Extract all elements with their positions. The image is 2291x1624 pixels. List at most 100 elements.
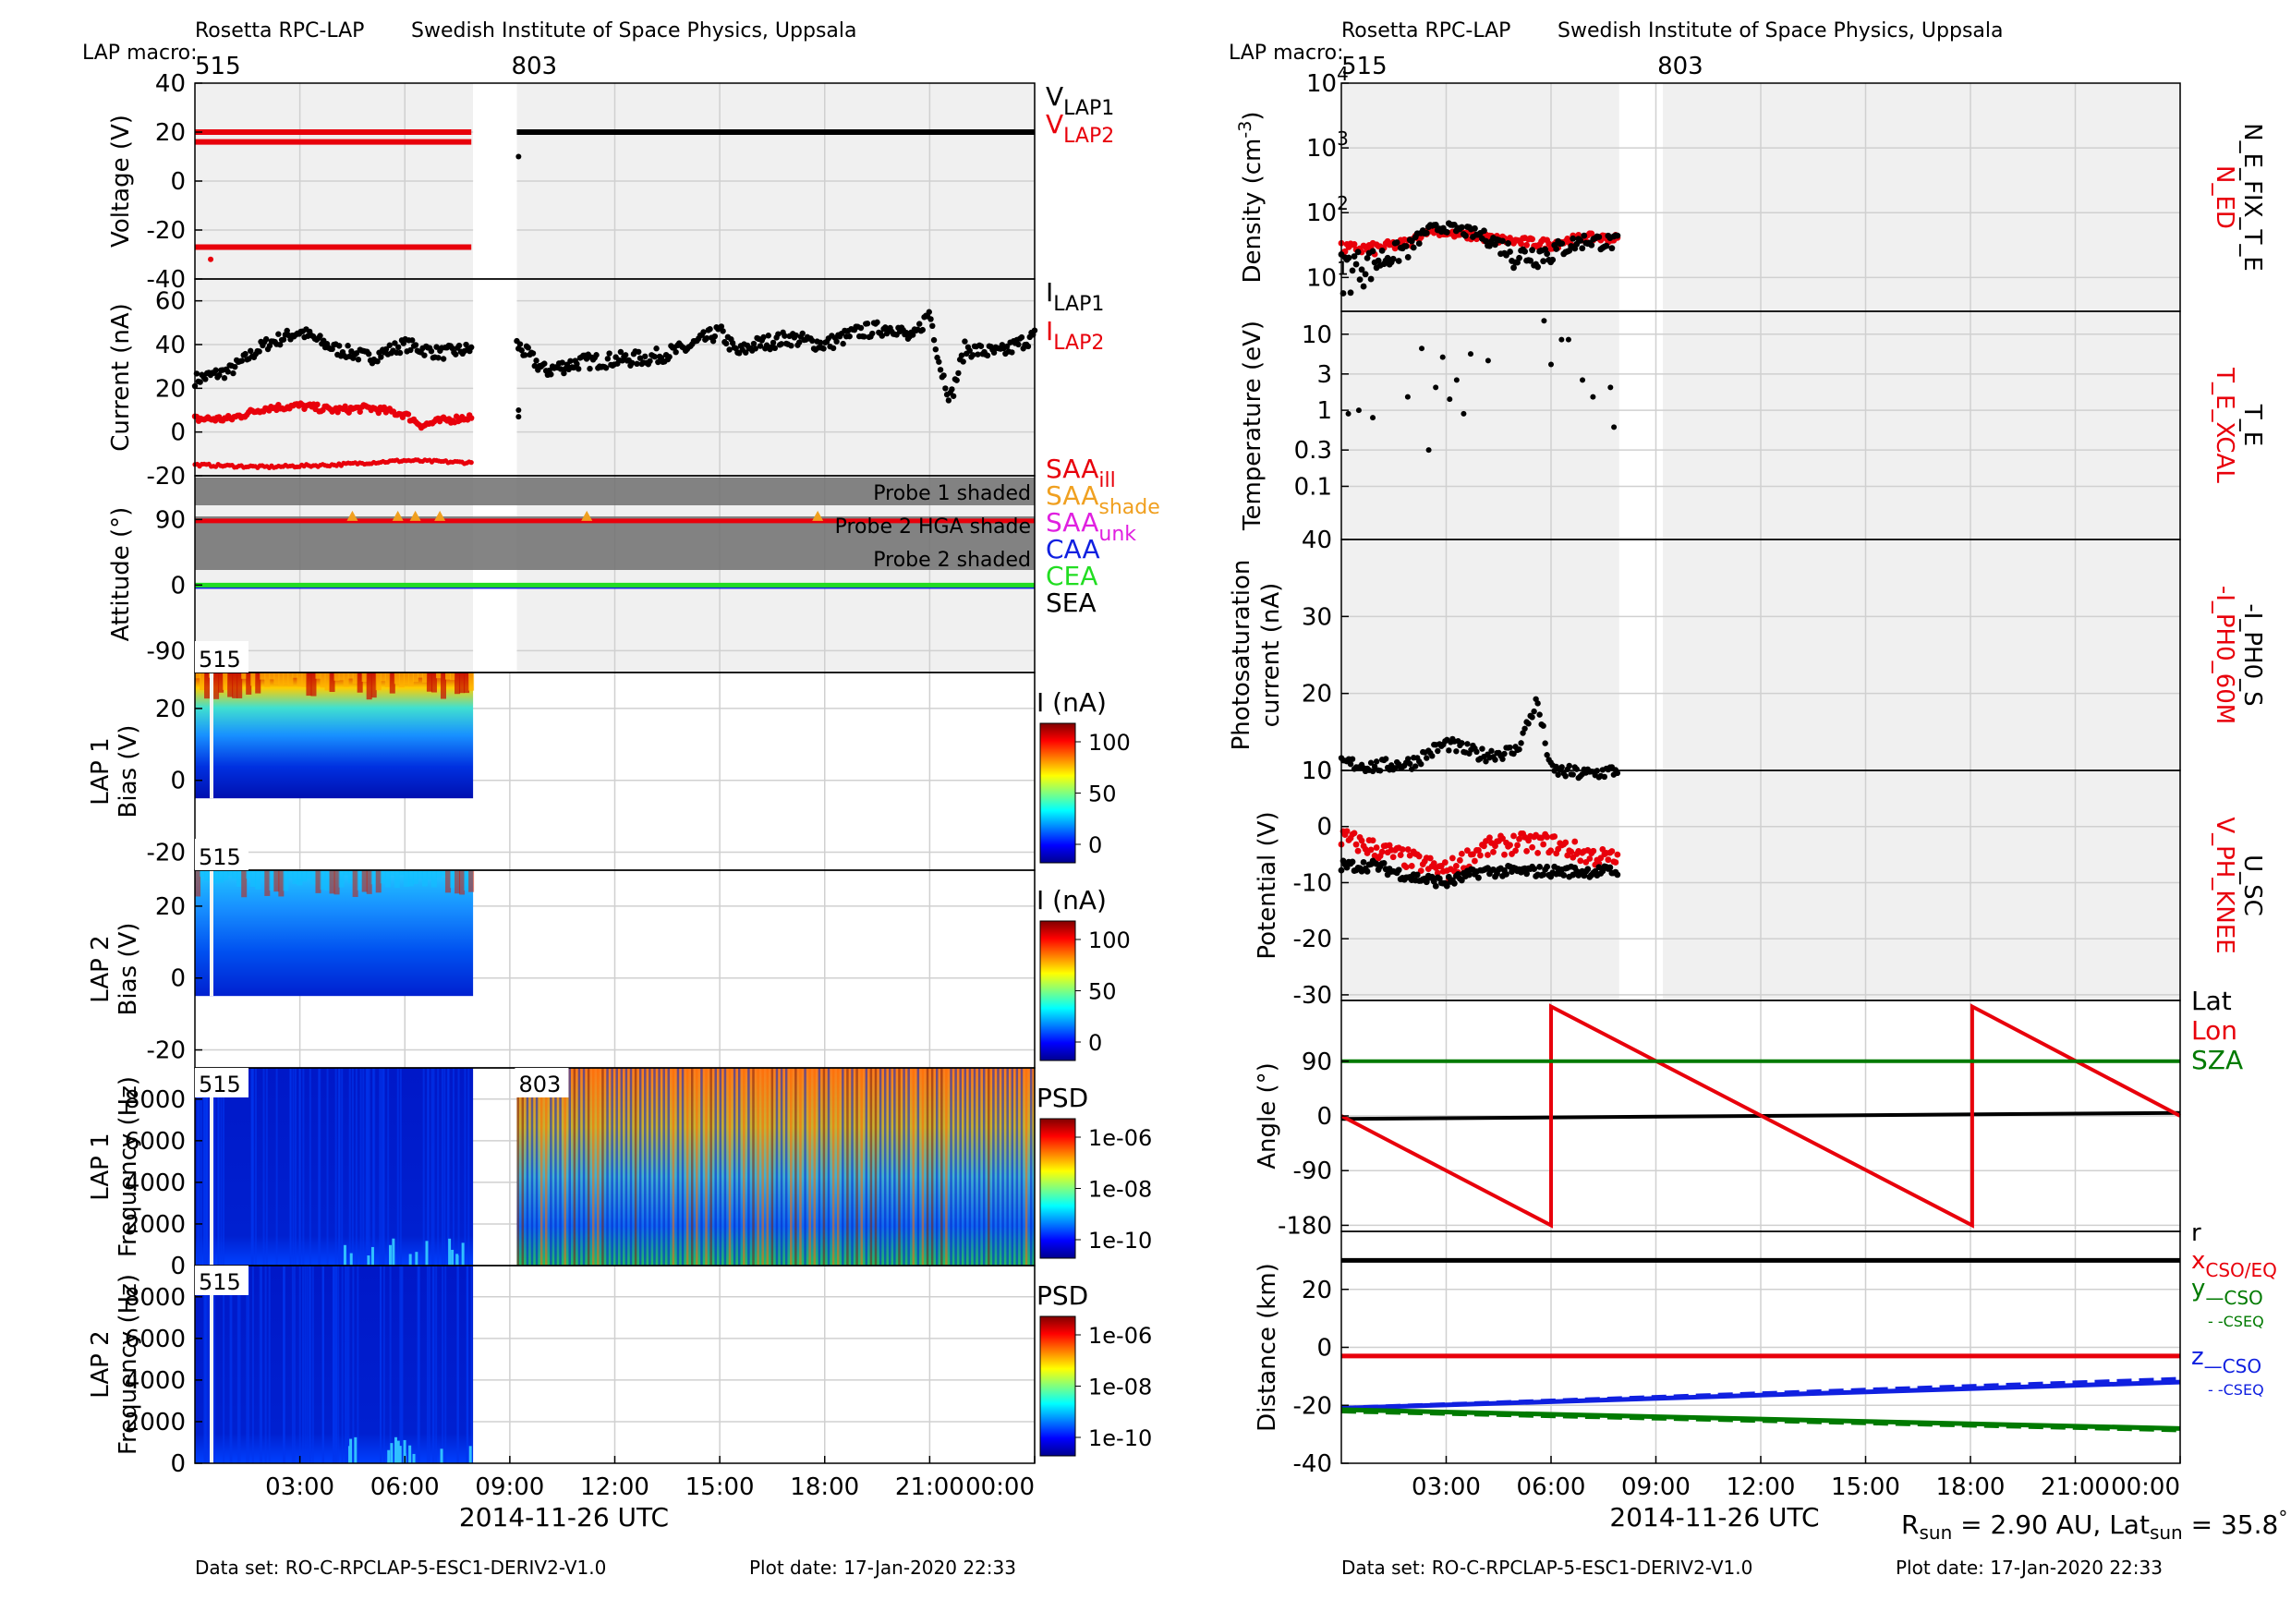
data-point-V_PH_KNEE	[1608, 848, 1616, 854]
spectrogram-streak	[213, 1266, 216, 1463]
colorbar-tick-label: 1e-10	[1088, 1228, 1152, 1254]
data-point-N_E_FIX_T_E	[1553, 246, 1560, 252]
data-point-N_E_FIX_T_E	[1402, 243, 1410, 249]
spectrogram-stripe	[676, 1068, 680, 1266]
spectrogram-streak	[304, 1266, 307, 1463]
y-tick-label: 20	[1302, 681, 1332, 709]
data-point--I_PH0_S	[1558, 764, 1565, 770]
spectrogram-stripe	[784, 1068, 788, 1266]
data-point-ILAP1	[280, 336, 287, 343]
spectrogram-stripe	[752, 1068, 755, 1266]
spectrogram-stripe	[804, 1068, 806, 1266]
spectrogram-streak	[357, 1266, 359, 1463]
y-tick-label: 10	[1302, 757, 1332, 785]
y-tick-label: 0	[170, 1253, 186, 1280]
data-point--I_PH0_S	[1373, 758, 1380, 765]
spectrogram-streak	[442, 1266, 444, 1463]
spectrogram-stripe	[545, 1068, 548, 1266]
spectrogram-stripe	[582, 1068, 586, 1266]
spectrogram-column	[426, 673, 432, 692]
spectrogram-column	[403, 673, 409, 685]
spectrogram-streak	[444, 1266, 447, 1463]
data-point-ILAP1	[606, 350, 612, 357]
spectrogram-streak	[447, 1068, 450, 1266]
spectrogram-streak	[401, 1266, 404, 1463]
y-tick-label: 4000	[125, 1170, 186, 1197]
spectrogram-stripe	[799, 1068, 802, 1266]
spectrogram-stripe	[685, 1068, 689, 1266]
spectrogram-streak	[321, 1266, 324, 1463]
data-point-N_E_FIX_T_E	[1369, 248, 1376, 255]
y-tick-label: 60	[155, 288, 186, 316]
y-tick-label: 0	[170, 1450, 186, 1478]
data-point-ILAP1	[587, 365, 593, 372]
spectrogram-stripe	[997, 1068, 1000, 1266]
data-point-ILAP2	[375, 409, 382, 417]
x-tick-label: 00:00	[2111, 1473, 2180, 1501]
data-point-V_PH_KNEE	[1470, 851, 1476, 858]
legend-item-main: I	[1046, 316, 1053, 346]
data-point-N_ED	[1518, 240, 1524, 248]
data-point-ILAP1	[533, 358, 539, 364]
spectrogram-column	[333, 673, 340, 681]
y-tick-label: 20	[155, 893, 186, 921]
spectrogram-stripe	[822, 1068, 826, 1266]
y-tick-label: 4000	[125, 1367, 186, 1395]
data-point-N_E_FIX_T_E	[1347, 289, 1354, 297]
spectrogram-column	[320, 870, 326, 891]
data-point-ILAP1	[576, 366, 582, 372]
data-point-V_PH_KNEE	[1426, 854, 1434, 862]
data-point-ILAP1	[846, 333, 853, 340]
data-point-U_SC	[1503, 870, 1509, 878]
data-point-N_E_FIX_T_E	[1349, 267, 1356, 274]
spectrogram-column	[421, 870, 428, 887]
spectrogram-stripe	[907, 1068, 910, 1266]
data-point-N_E_FIX_T_E	[1404, 254, 1412, 261]
data-point-N_E_FIX_T_E	[1507, 248, 1513, 255]
colorbar	[1039, 920, 1076, 1061]
data-point-N_E_FIX_T_E	[1581, 232, 1588, 239]
spectrogram-stripe	[889, 1068, 891, 1266]
data-point-U_SC	[1544, 863, 1551, 870]
x-tick-label: 15:00	[685, 1473, 755, 1501]
spectrogram-stripe	[554, 1068, 557, 1266]
data-point-V_PH_KNEE	[1481, 842, 1487, 850]
spectrogram-column	[232, 673, 238, 698]
spectrogram-stripe	[667, 1068, 671, 1266]
data-point-T_E	[1345, 410, 1352, 417]
y-tick-label: 1	[1316, 397, 1332, 425]
data-point-U_SC	[1443, 882, 1450, 890]
data-point-V_PH_KNEE	[1534, 849, 1542, 856]
spectrogram-streak	[262, 1068, 265, 1266]
spectrogram-streak	[200, 1068, 203, 1266]
spectrogram-stripe	[827, 1068, 830, 1266]
spectrogram-streak	[292, 1068, 295, 1266]
legend-item: - -CSEQ	[2208, 1381, 2264, 1399]
data-point-N_E_FIX_T_E	[1432, 222, 1439, 228]
spectrogram-stripe	[709, 1068, 712, 1266]
y-tick-label: 20	[155, 119, 186, 147]
spectrogram-low-freq	[367, 1255, 370, 1266]
data-point-ILAP1	[760, 333, 767, 341]
data-point-ILAP1	[574, 360, 580, 368]
spectrogram-stripe	[587, 1068, 590, 1266]
spectrogram-column	[394, 673, 400, 685]
spectrogram-column	[306, 870, 312, 879]
spectrogram-streak	[333, 1266, 336, 1463]
rsun-rsun_value: = 2.90 AU, Lat	[1952, 1509, 2150, 1540]
spectrogram-streak	[252, 1068, 255, 1266]
data-point-N_E_FIX_T_E	[1544, 250, 1551, 258]
spectrogram-column	[324, 870, 331, 891]
spectrogram-stripe	[1006, 1068, 1009, 1266]
y-tick-label: 0	[170, 572, 186, 600]
spectrogram-stripe	[893, 1068, 896, 1266]
spectrogram-column	[357, 870, 363, 891]
data-point-N_E_FIX_T_E	[1423, 229, 1430, 236]
data-point-ILAP1	[277, 341, 284, 348]
data-point-N_ED	[1529, 236, 1536, 243]
spectrogram-streak	[236, 1266, 239, 1463]
legend-item-sub: LAP2	[1063, 125, 1114, 148]
data-point-ILAP1	[567, 358, 574, 364]
data-point-N_E_FIX_T_E	[1378, 247, 1386, 254]
